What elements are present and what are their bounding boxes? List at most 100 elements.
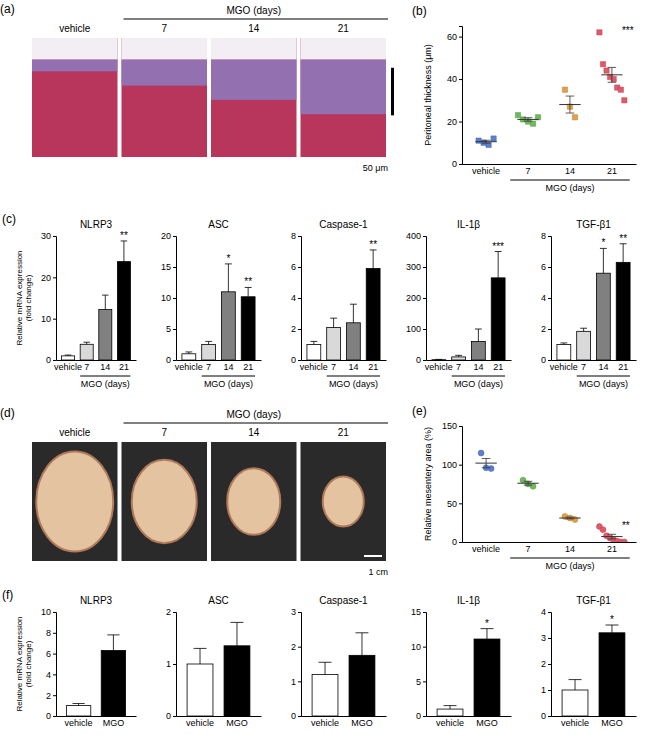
x-tick-label: 21	[607, 166, 617, 176]
x-tick-label: 14	[473, 362, 483, 372]
y-tick-label: 10	[161, 293, 171, 303]
x-tick-label: 7	[581, 362, 586, 372]
error-bar	[330, 318, 337, 327]
y-tick: 1	[166, 659, 176, 669]
y-tick-label: 4	[541, 293, 546, 303]
y-tick-mark	[173, 612, 176, 613]
x-tick: vehicle	[425, 360, 453, 372]
scale-bar	[391, 68, 394, 116]
plot-area	[307, 250, 380, 360]
x-tick: 21	[368, 360, 378, 372]
y-tick-label: 0	[541, 711, 546, 721]
y-tick-label: 2	[541, 324, 546, 334]
x-axis-line	[552, 360, 637, 361]
x-tick: 7	[526, 542, 531, 554]
y-tick-mark	[298, 267, 301, 268]
y-tick: 40	[447, 74, 462, 84]
x-tick: MGO	[601, 716, 623, 728]
y-tick-label: 50	[447, 499, 457, 509]
bar	[471, 341, 485, 360]
plot-area	[182, 264, 255, 360]
y-axis: 02468	[541, 231, 552, 365]
y-axis: 012	[166, 607, 177, 721]
x-tick: vehicle	[311, 716, 339, 728]
column-label: 21	[338, 23, 350, 34]
x-tick: 21	[607, 542, 617, 554]
panel-label: (f)	[2, 588, 13, 602]
y-axis-line	[459, 427, 463, 543]
y-tick-label: 6	[46, 649, 51, 659]
y-tick: 10	[41, 314, 56, 324]
y-tick-mark	[548, 236, 551, 237]
y-tick: 2	[541, 324, 551, 334]
image-organ	[227, 468, 280, 535]
y-tick-mark	[548, 329, 551, 330]
y-tick: 4	[46, 670, 56, 680]
x-tick: vehicle	[54, 360, 82, 372]
bar	[346, 323, 360, 360]
bar	[66, 706, 90, 716]
scatter-chart: (e)050100150vehicle71421**MGO (days)Rela…	[412, 404, 637, 571]
x-axis: vehicle71421	[300, 360, 387, 372]
bar	[312, 674, 338, 716]
chart-title: IL-1β	[457, 595, 480, 606]
x-tick-label: 7	[526, 166, 531, 176]
column-label: 7	[161, 23, 167, 34]
point	[530, 121, 535, 126]
point	[488, 466, 494, 472]
x-axis-line	[57, 360, 137, 361]
point	[491, 136, 496, 141]
error-bar	[121, 241, 128, 262]
y-axis: 0204060	[447, 27, 463, 170]
point	[600, 62, 605, 67]
error-bar	[608, 67, 617, 82]
y-tick: 2	[291, 324, 301, 334]
y-tick-label: 6	[541, 262, 546, 272]
y-tick-mark	[548, 638, 551, 639]
y-tick-mark	[53, 319, 56, 320]
x-tick-label: 14	[100, 362, 110, 372]
error-bar	[205, 341, 212, 344]
error-bar	[566, 517, 575, 519]
x-axis-line	[427, 716, 512, 717]
y-tick-mark	[53, 236, 56, 237]
y-tick-mark	[53, 716, 56, 717]
annotation: **	[619, 233, 627, 244]
y-tick: 1	[291, 677, 301, 687]
y-axis-title-line: Relative mRNA expression	[15, 616, 24, 711]
error-bar	[83, 342, 90, 344]
bar	[307, 345, 321, 361]
y-tick-label: 6	[291, 262, 296, 272]
x-tick-label: MGO	[226, 718, 248, 728]
y-tick-mark	[459, 465, 462, 466]
x-tick-label: 7	[526, 544, 531, 554]
point	[562, 87, 567, 92]
y-tick: 200	[406, 293, 426, 303]
y-axis: 050100150	[442, 421, 463, 547]
y-axis-title-line: Relative mesentery area (%)	[423, 427, 433, 541]
x-tick: vehicle	[436, 716, 464, 728]
x-tick-label: 21	[243, 362, 253, 372]
image-layer	[211, 59, 297, 99]
chart-title: NLRP3	[80, 219, 113, 230]
error-bar	[560, 343, 567, 345]
y-axis-line	[548, 237, 552, 361]
y-tick-mark	[423, 716, 426, 717]
y-axis-title: Relative mRNA expression(fold change)	[15, 250, 33, 345]
x-tick: vehicle	[472, 164, 500, 176]
y-tick-label: 0	[452, 537, 457, 547]
x-tick-label: 14	[565, 544, 575, 554]
bar	[432, 359, 446, 360]
image-layer	[301, 59, 387, 114]
annotation: **	[120, 230, 128, 241]
y-tick: 6	[46, 649, 56, 659]
bar-chart: ASC05101520vehicle71421***MGO (days)	[161, 219, 262, 389]
image-top	[211, 38, 297, 59]
header-bracket	[124, 423, 389, 424]
y-tick-mark	[548, 664, 551, 665]
bar-chart: TGF-β102468vehicle71421***MGO (days)	[541, 219, 637, 389]
y-tick: 0	[166, 711, 176, 721]
group-bracket	[202, 376, 255, 377]
bar	[557, 345, 571, 361]
bar	[616, 262, 630, 360]
